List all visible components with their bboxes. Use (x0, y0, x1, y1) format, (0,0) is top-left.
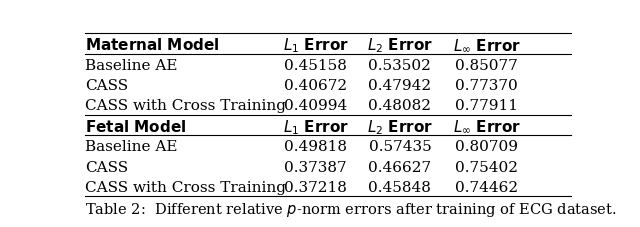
Text: CASS with Cross Training: CASS with Cross Training (85, 99, 286, 113)
Text: 0.57435: 0.57435 (369, 140, 431, 154)
Text: 0.80709: 0.80709 (455, 140, 518, 154)
Text: CASS: CASS (85, 79, 128, 92)
Text: CASS with Cross Training: CASS with Cross Training (85, 180, 286, 194)
Text: $\mathit{L}_{\infty}$ $\mathbf{Error}$: $\mathit{L}_{\infty}$ $\mathbf{Error}$ (452, 118, 521, 135)
Text: $\mathit{L}_{1}$ $\mathbf{Error}$: $\mathit{L}_{1}$ $\mathbf{Error}$ (283, 117, 349, 136)
Text: $\mathbf{Fetal\ Model}$: $\mathbf{Fetal\ Model}$ (85, 119, 186, 135)
Text: 0.77370: 0.77370 (455, 79, 518, 92)
Text: 0.45848: 0.45848 (369, 180, 431, 194)
Text: 0.40994: 0.40994 (284, 99, 348, 113)
Text: 0.47942: 0.47942 (369, 79, 431, 92)
Text: 0.37218: 0.37218 (284, 180, 347, 194)
Text: $\mathit{L}_{\infty}$ $\mathbf{Error}$: $\mathit{L}_{\infty}$ $\mathbf{Error}$ (452, 37, 521, 53)
Text: 0.48082: 0.48082 (369, 99, 431, 113)
Text: $\mathbf{Maternal\ Model}$: $\mathbf{Maternal\ Model}$ (85, 37, 220, 53)
Text: 0.74462: 0.74462 (455, 180, 518, 194)
Text: 0.46627: 0.46627 (369, 160, 431, 174)
Text: 0.40672: 0.40672 (284, 79, 347, 92)
Text: 0.49818: 0.49818 (284, 140, 347, 154)
Text: CASS: CASS (85, 160, 128, 174)
Text: Baseline AE: Baseline AE (85, 58, 177, 72)
Text: Table 2:  Different relative $\mathit{p}$-norm errors after training of ECG data: Table 2: Different relative $\mathit{p}$… (85, 200, 616, 218)
Text: $\mathit{L}_{2}$ $\mathbf{Error}$: $\mathit{L}_{2}$ $\mathbf{Error}$ (367, 36, 433, 55)
Text: 0.45158: 0.45158 (284, 58, 347, 72)
Text: 0.75402: 0.75402 (455, 160, 518, 174)
Text: 0.77911: 0.77911 (455, 99, 518, 113)
Text: $\mathit{L}_{2}$ $\mathbf{Error}$: $\mathit{L}_{2}$ $\mathbf{Error}$ (367, 117, 433, 136)
Text: 0.85077: 0.85077 (455, 58, 518, 72)
Text: 0.37387: 0.37387 (284, 160, 347, 174)
Text: $\mathit{L}_{1}$ $\mathbf{Error}$: $\mathit{L}_{1}$ $\mathbf{Error}$ (283, 36, 349, 55)
Text: Baseline AE: Baseline AE (85, 140, 177, 154)
Text: 0.53502: 0.53502 (369, 58, 431, 72)
